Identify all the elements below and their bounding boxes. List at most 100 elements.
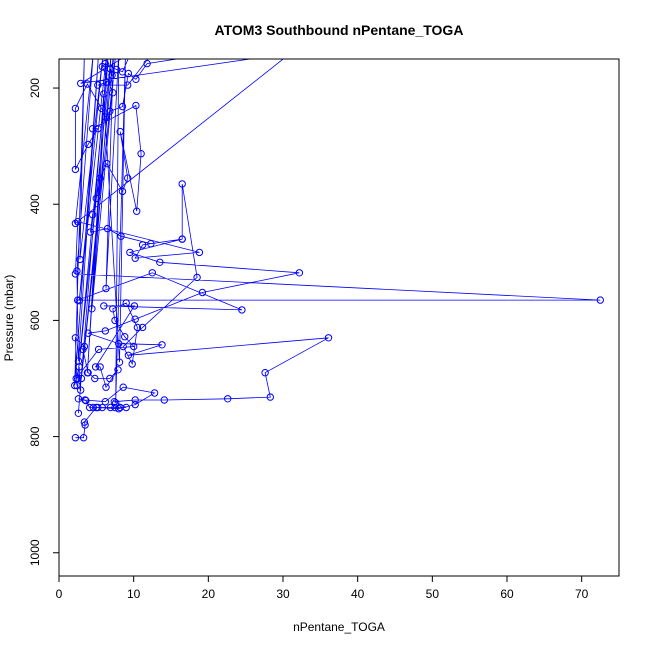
data-point (266, 393, 274, 401)
data-point (178, 235, 186, 243)
data-point (160, 396, 169, 404)
data-point (103, 159, 111, 168)
data-point (71, 104, 80, 113)
data-point (77, 79, 85, 88)
data-point (73, 381, 81, 390)
x-tick-label: 60 (500, 587, 514, 601)
data-point (126, 248, 134, 257)
data-point (110, 398, 119, 406)
data-point (118, 102, 127, 111)
y-tick-label: 1000 (28, 539, 42, 566)
data-point (74, 409, 83, 417)
data-point (124, 174, 132, 182)
plot-frame (58, 58, 620, 577)
data-point (77, 374, 86, 383)
data-point (128, 360, 136, 368)
data-point (156, 258, 164, 266)
data-point (96, 363, 104, 371)
y-tick-label: 200 (28, 78, 42, 98)
data-point (103, 78, 111, 86)
x-tick-label: 20 (202, 587, 216, 601)
data-point (97, 104, 106, 113)
data-point (109, 89, 117, 97)
data-point (74, 357, 83, 365)
data-point (261, 369, 269, 377)
data-point (91, 363, 100, 371)
data-point (94, 403, 102, 412)
data-point (108, 50, 114, 56)
data-point (89, 403, 98, 412)
data-point (128, 50, 134, 56)
data-point (138, 323, 147, 332)
series-line (74, 59, 601, 439)
data-point (118, 187, 127, 196)
data-point (71, 219, 80, 228)
data-point (133, 323, 142, 332)
data-point (117, 232, 125, 240)
data-point (82, 396, 90, 405)
y-tick-label: 600 (28, 310, 42, 330)
data-point (596, 296, 604, 304)
data-point (106, 107, 114, 116)
data-point (98, 403, 107, 412)
data-point (84, 329, 92, 337)
data-point (122, 403, 130, 412)
x-tick-label: 40 (351, 587, 365, 601)
data-point (131, 396, 139, 404)
data-point (124, 81, 132, 89)
data-point (101, 327, 110, 335)
data-point (137, 150, 145, 158)
data-point (81, 421, 89, 429)
x-tick-label: 50 (426, 587, 440, 601)
data-point (116, 50, 122, 56)
data-point (150, 389, 159, 397)
data-point (71, 434, 80, 442)
plot-area (71, 50, 604, 442)
data-point (110, 50, 116, 56)
data-point (158, 341, 166, 349)
data-point (238, 306, 246, 314)
data-point (80, 418, 89, 426)
data-point (111, 316, 119, 325)
data-point (76, 255, 84, 264)
data-point (73, 267, 81, 275)
data-point (115, 358, 124, 366)
y-axis: 200 400 600 800 1000 (28, 78, 59, 566)
data-point (113, 50, 119, 56)
data-point (124, 351, 133, 359)
data-point (86, 228, 95, 236)
data-point (96, 174, 104, 182)
data-point (131, 400, 139, 409)
data-point (100, 50, 106, 56)
data-point (198, 288, 207, 297)
data-point (74, 374, 82, 383)
data-point (81, 396, 89, 404)
data-point (106, 403, 115, 412)
data-point (114, 366, 122, 374)
x-tick-label: 70 (575, 587, 589, 601)
data-point (131, 315, 139, 323)
data-point (79, 434, 88, 442)
data-point (149, 50, 155, 56)
data-point (75, 297, 83, 305)
data-point (122, 50, 128, 56)
x-tick-label: 10 (127, 587, 141, 601)
data-point (91, 374, 99, 383)
data-point (211, 50, 217, 56)
data-point (74, 395, 83, 403)
data-point (74, 218, 82, 226)
data-point (94, 125, 102, 133)
data-point (195, 248, 204, 257)
data-point (287, 50, 293, 56)
data-point (122, 299, 130, 307)
data-point (133, 207, 141, 215)
data-point (295, 269, 304, 277)
data-point (132, 75, 140, 84)
data-point (85, 403, 94, 412)
data-point (324, 334, 333, 342)
data-point (101, 113, 110, 121)
data-point (102, 284, 110, 293)
data-point (119, 342, 127, 351)
data-point (105, 50, 111, 56)
data-point (138, 241, 147, 249)
